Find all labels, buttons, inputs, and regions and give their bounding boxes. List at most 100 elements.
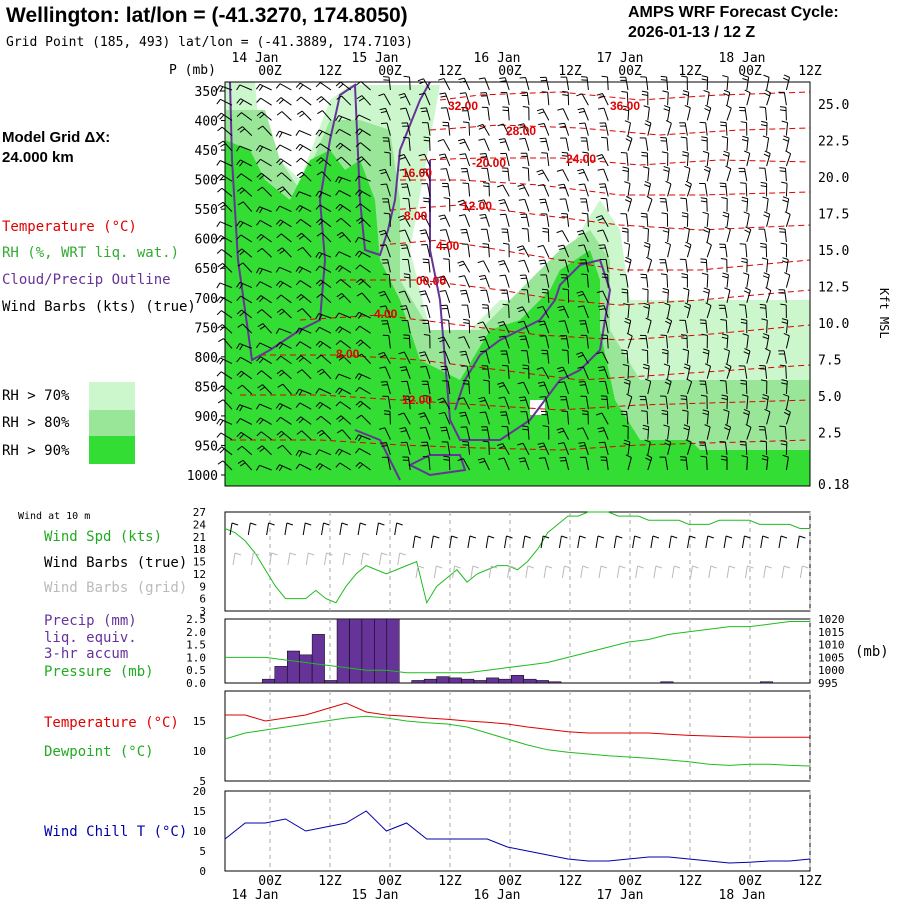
wind-barb [721,136,729,151]
wind-barb [578,381,589,395]
wind-barb [557,442,570,455]
wind-barb [701,75,709,91]
legend-rh: RH (%, WRT liq. wat.) [2,245,179,261]
wind-barb [480,289,490,303]
bottom-time-axis: 00Z 12Z 00Z 12Z 00Z 12Z 00Z 12Z 00Z 12Z 14 Jan 15 J… [232,874,822,900]
wind-barb [316,354,332,364]
wind-barb [275,464,292,472]
wind-barb [521,228,530,243]
wind-barb [725,165,732,182]
wind-barb [315,129,332,137]
wind-barb [256,356,272,365]
wind-barb [559,259,570,273]
wind-barb [743,408,750,425]
wind-barb [237,262,253,273]
time-tick: 00Z [258,874,282,889]
wind-barb [704,104,712,121]
wind-barb [236,234,253,243]
wind-barb [462,182,471,197]
wind-barb [598,441,609,455]
wind-barb [295,218,312,228]
time-tick: 00Z [618,874,642,889]
wind-barb [643,241,651,258]
wind-barb [499,274,510,288]
wind-barb [783,408,791,425]
wind-barb [778,289,787,303]
wind-barb [477,457,490,471]
wind-barb [336,415,352,425]
wind-barb [763,211,771,227]
wind-barb [762,394,769,410]
wind-barb [683,287,690,303]
wind-barb [216,432,233,441]
wind-barb [760,440,768,455]
wind-barb [236,370,253,380]
wind-barb [355,142,371,152]
wind-barb [419,426,431,440]
wind-barb [599,183,609,197]
wind-barb [557,305,570,319]
grid-wind-barb [452,565,461,579]
grid-wind-barb [378,552,388,566]
wind-barb [398,412,411,425]
wind-barb [701,333,708,349]
wind-barb [680,197,688,212]
wind-barb [316,368,332,380]
wind-barb [335,81,352,91]
wind-barb [699,380,708,395]
wind-barb [422,456,431,471]
wind-barb [383,273,391,288]
wind-barb [423,395,431,410]
temp-label: 8.00 [404,209,428,223]
temp-panel: 5 10 15 [193,690,811,788]
wind-barb [622,364,630,379]
wind-barb [440,107,451,121]
wind-barb [421,441,431,455]
surface-wind-barb [687,535,696,549]
wind-barb [216,310,233,319]
wind-barb [740,182,748,197]
surface-wind-barb [632,535,641,549]
wind-barb [378,351,391,364]
wind-barb [497,123,510,136]
wind-barb [540,213,550,227]
precip-bar [486,677,500,684]
wind-barb [295,388,312,396]
surface-wind-barb [760,535,769,549]
height-axis-label: Kft MSL [877,288,891,339]
wind-barb [421,244,431,258]
wind-barb [423,333,431,349]
pressure-tick: 950 [195,439,218,454]
wind-barb [403,334,411,349]
wind-barb [277,383,292,395]
wind-barb [296,171,312,182]
temp-label: 24.00 [566,152,596,166]
wind-barb [479,411,490,425]
wind-barb [522,425,530,440]
wind-barb [700,394,708,410]
wind-barb [480,350,490,364]
wind-barb [316,429,332,440]
wind-barb [578,441,589,455]
grid-wind-barb [342,552,351,566]
wind-barb [762,196,769,212]
grid-point-label: Grid Point (185, 493) lat/lon = (-41.388… [6,35,413,50]
pressure-tick: 1000 [187,469,218,484]
wind-barb [356,414,371,425]
wind-barb [679,319,688,334]
wind-barb [275,328,292,334]
wind-barb [579,259,589,273]
wind-barbs-true-label: Wind Barbs (true) [44,555,187,571]
pressure-ticks: 350 400 450 500 550 600 650 700 750 800 850 900 950 1… [187,85,225,484]
wind-barb [498,396,510,410]
wind-barb [398,154,411,167]
legend-rh70: RH > 70% [2,388,70,404]
wind-barb [457,260,471,273]
time-tick: 12Z [558,64,582,79]
y-tick: 27 [193,506,206,519]
wind-barb [335,340,352,349]
wind-barb [557,108,570,121]
wind-barb [355,203,371,212]
